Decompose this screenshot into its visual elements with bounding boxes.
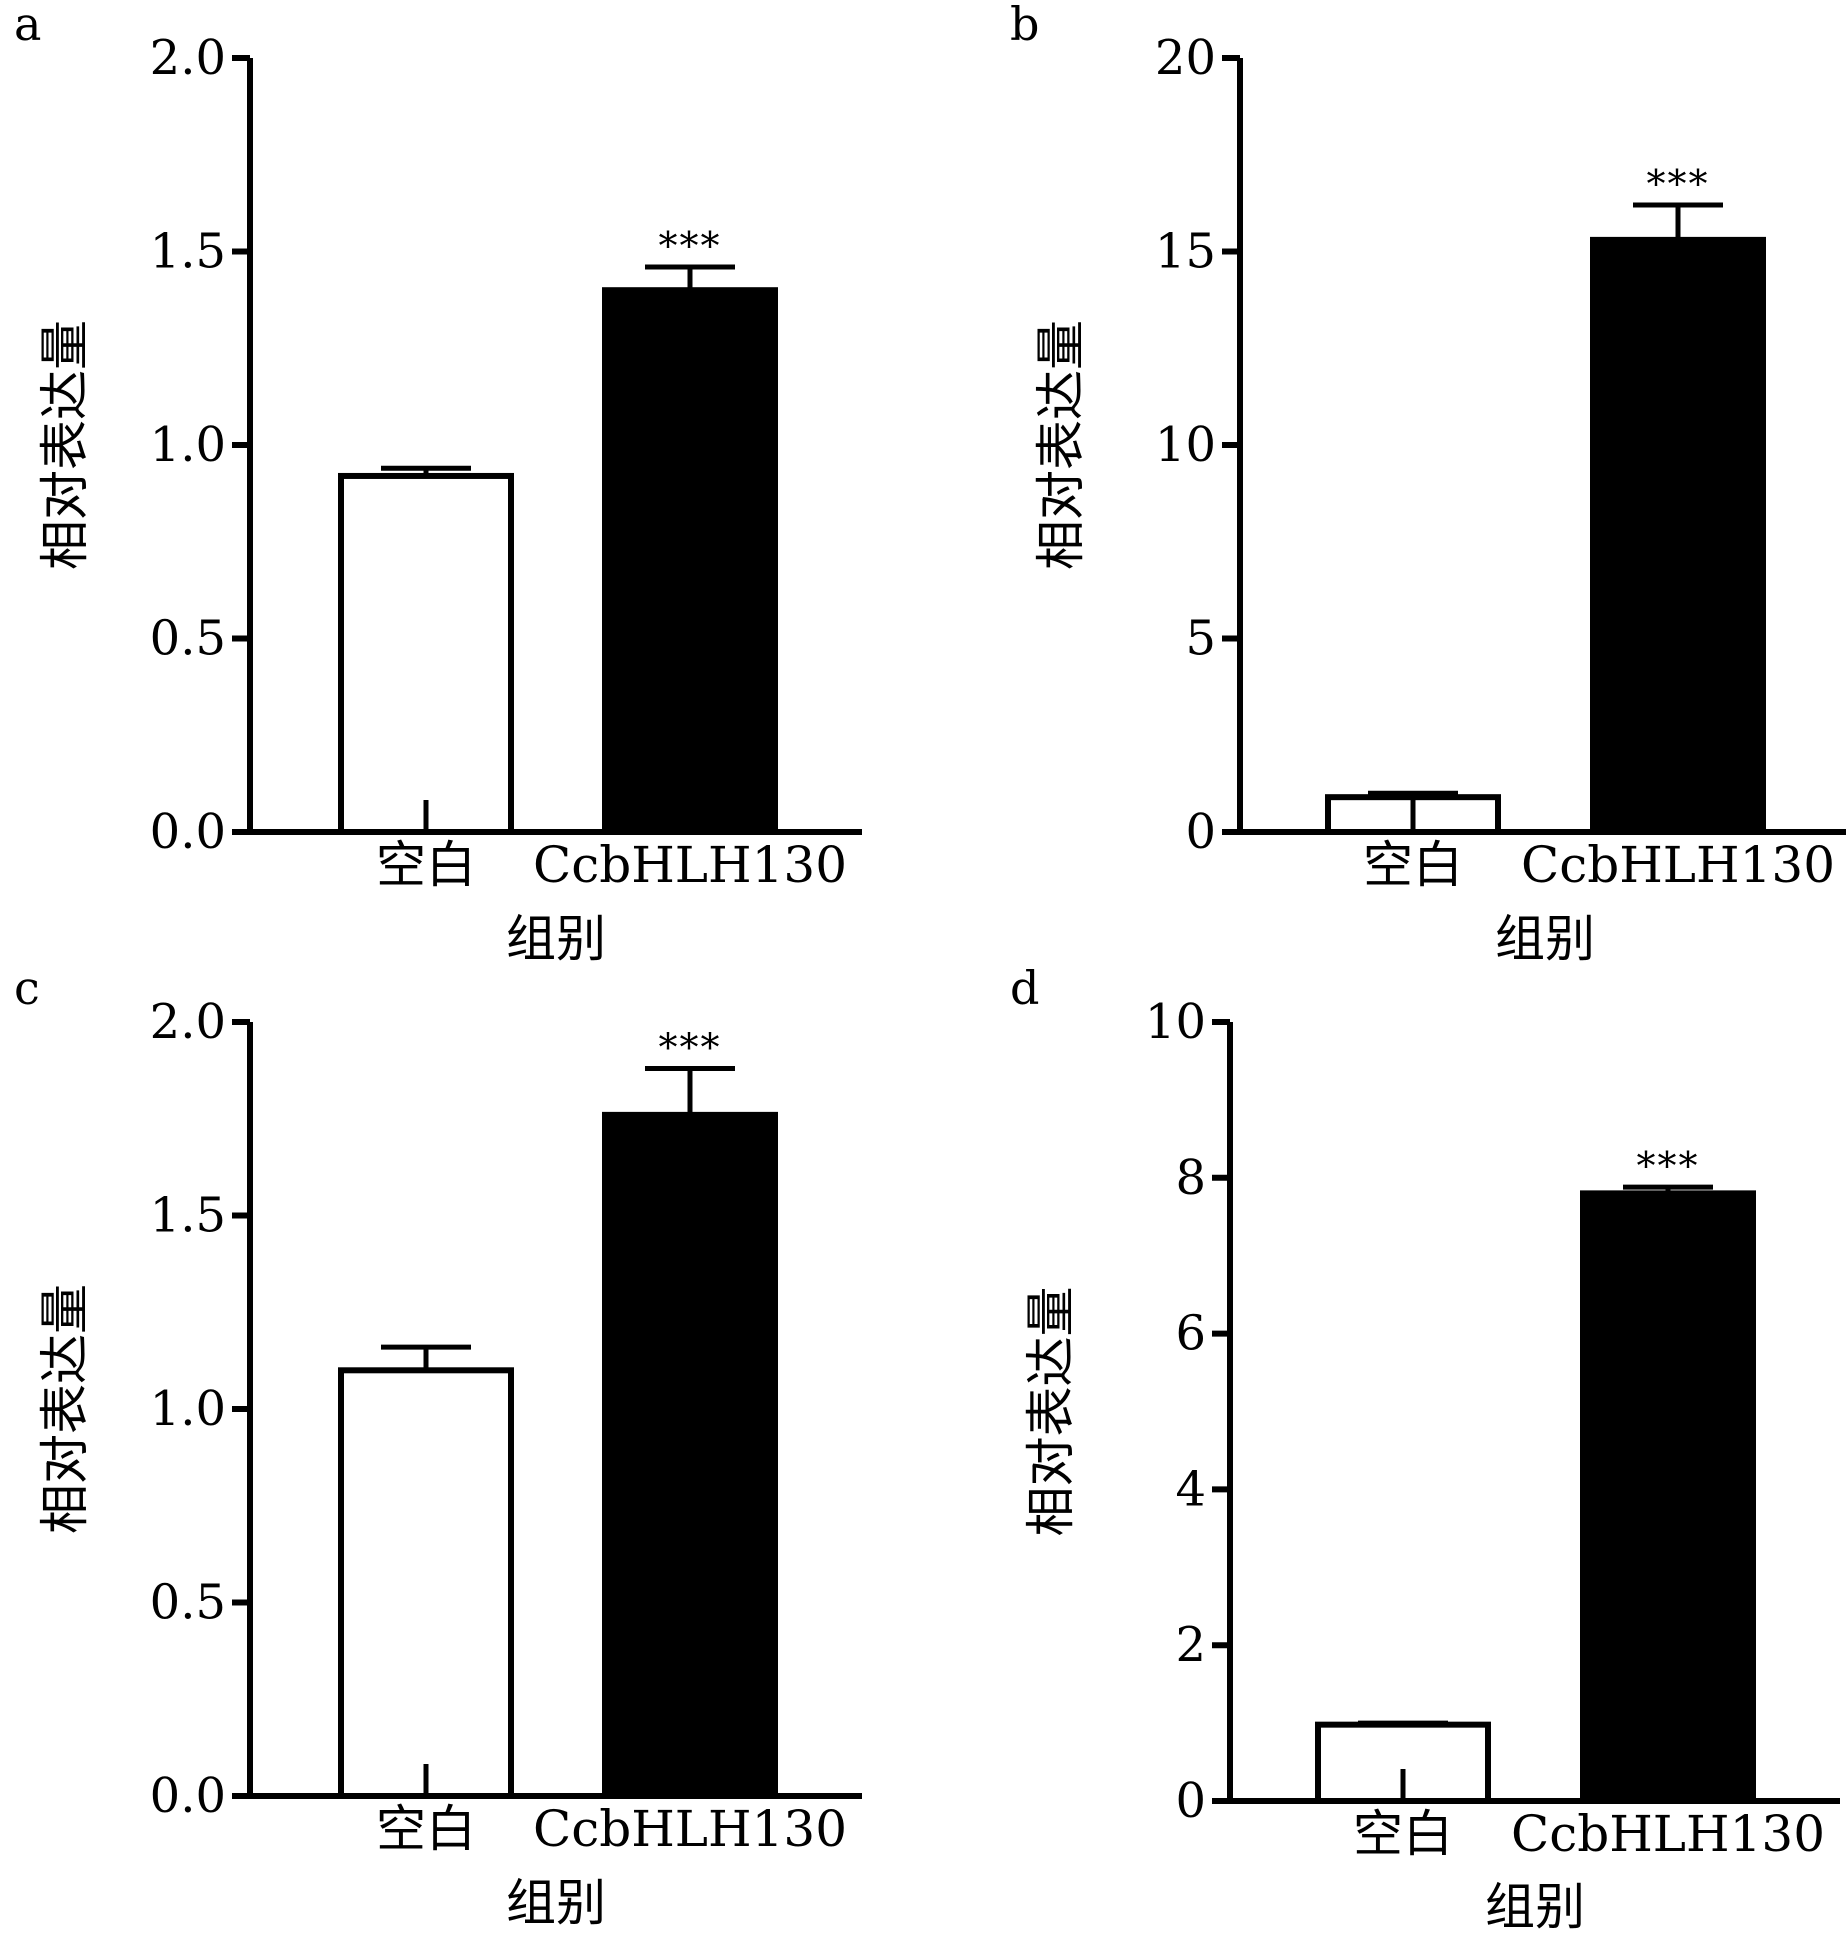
y-tick-label: 4: [1175, 1461, 1206, 1517]
y-axis-title: 相对表达量: [36, 320, 94, 570]
y-tick-label: 0.5: [150, 1575, 226, 1631]
y-tick-label: 6: [1175, 1306, 1206, 1362]
x-axis-title: 组别: [1495, 910, 1595, 968]
y-axis-title: 相对表达量: [1022, 1287, 1080, 1537]
x-category-label: 空白: [1353, 1805, 1453, 1863]
panel-letter: c: [14, 961, 40, 1015]
bar-treatment: [1580, 1190, 1756, 1804]
y-tick-label: 1.0: [150, 417, 226, 473]
panel-letter: a: [14, 0, 41, 51]
significance-label: ***: [1647, 162, 1710, 206]
x-category-label: 空白: [1363, 836, 1463, 894]
bar-treatment: [1590, 236, 1766, 835]
y-tick-label: 10: [1155, 417, 1216, 473]
y-tick-label: 1.5: [150, 1188, 226, 1244]
y-tick-label: 20: [1155, 30, 1216, 86]
y-tick-label: 0.0: [150, 1768, 226, 1824]
panel-b: b *** 0 5 10 15 20 空白 CcbHLH130 组别 相对表达量: [1010, 0, 1846, 968]
x-category-label: CcbHLH130: [533, 836, 847, 894]
y-tick-label: 1.5: [150, 224, 226, 280]
y-axis-title: 相对表达量: [36, 1284, 94, 1534]
significance-label: ***: [1637, 1144, 1700, 1188]
bar-treatment: [602, 287, 778, 835]
y-axis-title: 相对表达量: [1032, 320, 1090, 570]
y-tick-label: 15: [1155, 224, 1216, 280]
y-tick-label: 5: [1185, 611, 1216, 667]
panel-c: c *** 0.0 0.5 1.0 1.5 2.0 空白 CcbHLH130 组别 相对表达量: [14, 961, 862, 1932]
panel-d: d *** 0 2 4 6 8 10 空白 CcbHLH130 组别 相对表达量: [1010, 961, 1840, 1936]
x-axis-title: 组别: [506, 1874, 606, 1932]
x-category-label: CcbHLH130: [533, 1800, 847, 1858]
x-category-label: 空白: [376, 836, 476, 894]
significance-label: ***: [659, 1025, 722, 1069]
y-tick-label: 1.0: [150, 1381, 226, 1437]
y-tick-label: 0.0: [150, 804, 226, 860]
y-tick-label: 2: [1175, 1617, 1206, 1673]
y-tick-label: 2.0: [150, 30, 226, 86]
x-axis-title: 组别: [1485, 1878, 1585, 1936]
bar-control: [338, 472, 514, 835]
x-axis-title: 组别: [506, 910, 606, 968]
y-tick-label: 2.0: [150, 994, 226, 1050]
y-tick-label: 10: [1145, 994, 1206, 1050]
y-tick-label: 8: [1175, 1150, 1206, 1206]
x-category-label: CcbHLH130: [1521, 836, 1835, 894]
x-category-label: 空白: [376, 1800, 476, 1858]
y-tick-label: 0.5: [150, 611, 226, 667]
y-tick-label: 0: [1185, 804, 1216, 860]
y-tick-label: 0: [1175, 1773, 1206, 1829]
panel-letter: b: [1010, 0, 1039, 51]
x-category-label: CcbHLH130: [1511, 1805, 1825, 1863]
bar-treatment: [602, 1111, 778, 1799]
bar-control: [338, 1367, 514, 1799]
panel-a: a *** 0.0 0.5 1.0 1.5 2.0 空白 CcbHLH130 组别 相对表达量: [14, 0, 862, 968]
panel-letter: d: [1010, 961, 1039, 1015]
significance-label: ***: [659, 224, 722, 268]
